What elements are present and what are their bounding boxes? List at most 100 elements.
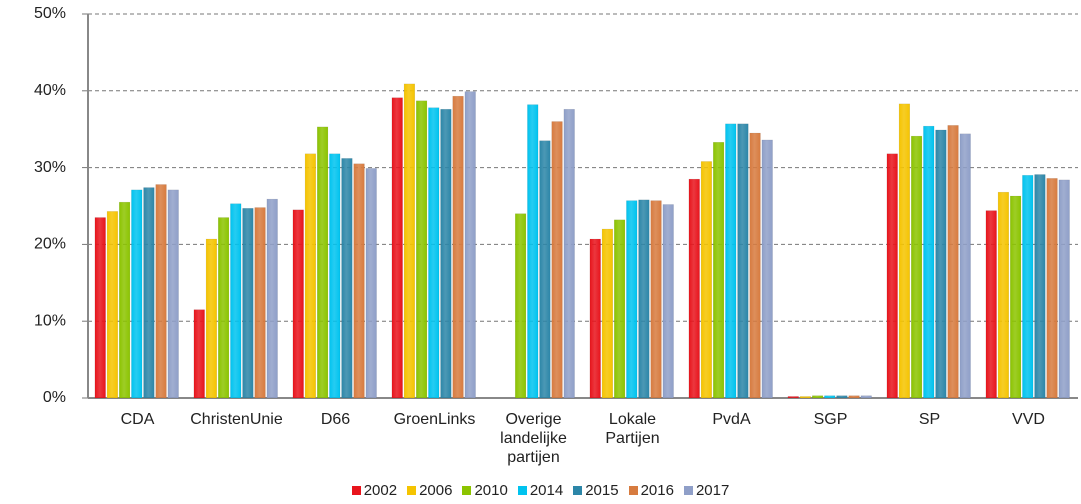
bar [1022, 175, 1034, 399]
bar [515, 213, 527, 399]
bar [836, 395, 848, 399]
bar [713, 142, 725, 399]
bar [452, 95, 464, 399]
x-tick-text: PvdA [712, 411, 751, 428]
bar [799, 396, 812, 399]
bar [527, 104, 539, 399]
legend-label: 2002 [363, 482, 398, 499]
bar [254, 207, 266, 399]
bar [626, 200, 638, 399]
bar [106, 211, 119, 399]
x-tick-text: SP [918, 411, 941, 428]
bar [662, 204, 674, 399]
legend-swatch [517, 486, 527, 495]
bar [230, 203, 242, 399]
bar [391, 97, 403, 399]
legend-swatch [407, 486, 417, 495]
x-tick-label: D66 [286, 410, 385, 429]
bar [935, 129, 947, 399]
bar [1034, 174, 1046, 399]
legend-label: 2016 [640, 482, 674, 499]
legend: 2002 2006 2010 2014 2015 2016 2017 [0, 482, 1081, 499]
y-tick-label: 10% [34, 312, 66, 329]
bar [614, 219, 626, 399]
bar [94, 217, 106, 399]
x-tick-text: D66 [320, 411, 351, 428]
y-tick-label: 40% [34, 82, 66, 99]
bar [737, 123, 749, 399]
bar [119, 201, 131, 399]
bar [428, 107, 440, 399]
legend-item: 2017 [683, 482, 730, 499]
bar [911, 135, 923, 399]
bar [193, 309, 205, 399]
bar [365, 168, 377, 399]
x-tick-label: CDA [88, 410, 187, 429]
x-tick-label: SGP [781, 410, 880, 429]
x-tick-text: GroenLinks [393, 411, 476, 428]
bar [551, 121, 563, 399]
bar [464, 91, 476, 399]
bar [923, 125, 935, 399]
bar [416, 100, 428, 399]
bar [725, 123, 737, 399]
x-tick-label: GroenLinks [385, 410, 484, 429]
bar [440, 108, 452, 399]
x-tick-text: SGP [813, 411, 848, 428]
y-tick-label: 30% [34, 159, 66, 176]
bar [787, 396, 799, 399]
bar [1046, 178, 1058, 399]
legend-label: 2014 [529, 482, 564, 499]
x-tick-text: Overige landelijke partijen [500, 411, 567, 466]
bar [242, 208, 254, 399]
bar [898, 103, 911, 399]
bar [131, 189, 143, 399]
bar [650, 200, 662, 399]
bar [824, 395, 836, 399]
y-tick-label: 20% [34, 236, 66, 253]
legend-item: 2006 [407, 482, 452, 499]
legend-swatch [462, 486, 472, 495]
legend-label: 2015 [585, 482, 619, 499]
legend-swatch [351, 486, 361, 495]
bar [304, 153, 317, 399]
x-tick-text: ChristenUnie [190, 411, 283, 428]
bar [563, 108, 575, 399]
bar [749, 132, 761, 399]
bar [959, 133, 971, 399]
x-tick-label: ChristenUnie [187, 410, 286, 429]
bar [848, 395, 860, 399]
bar [1010, 195, 1022, 399]
bar [292, 209, 304, 399]
legend-item: 2016 [628, 482, 674, 499]
y-tick-label: 50% [34, 5, 66, 22]
bar [329, 153, 341, 399]
legend-item: 2015 [573, 482, 619, 499]
bar [167, 189, 179, 399]
bar [353, 163, 365, 399]
legend-swatch [573, 486, 583, 495]
legend-label: 2010 [474, 482, 508, 499]
legend-swatch [683, 486, 693, 495]
bar [205, 238, 218, 399]
bar [601, 228, 614, 399]
x-tick-text: CDA [120, 411, 155, 428]
bar [403, 83, 416, 399]
x-tick-label: VVD [979, 410, 1078, 429]
bar [761, 139, 773, 399]
y-tick-label: 0% [43, 389, 66, 406]
bar [589, 238, 601, 399]
x-tick-label: SP [880, 410, 979, 429]
bar [985, 210, 997, 399]
bar [218, 217, 230, 399]
bar [143, 187, 155, 399]
bar [539, 140, 551, 399]
bar [812, 395, 824, 399]
x-tick-text: Lokale Partijen [605, 411, 660, 447]
bar [266, 198, 278, 399]
legend-label: 2006 [419, 482, 453, 499]
x-tick-label: Overige landelijke partijen [484, 410, 583, 467]
bar [317, 126, 329, 399]
bar [341, 158, 353, 399]
legend-label: 2017 [695, 482, 730, 499]
